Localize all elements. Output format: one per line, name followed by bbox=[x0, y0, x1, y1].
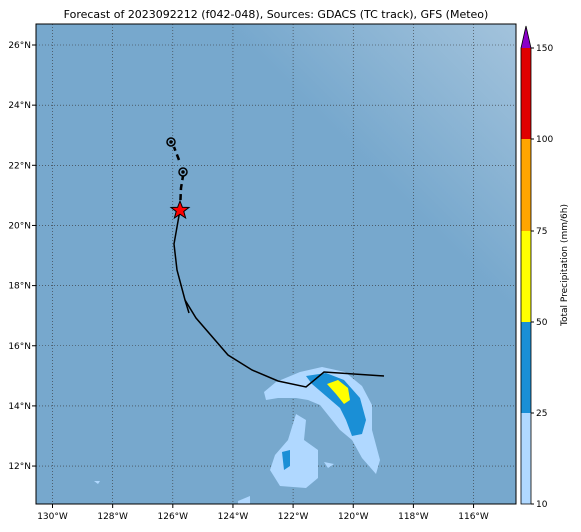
colorbar-label: Total Precipitation (mm/6h) bbox=[560, 204, 570, 327]
colorbar-tick-label: 10 bbox=[536, 500, 548, 510]
map-background bbox=[36, 24, 516, 504]
colorbar-tick-label: 100 bbox=[536, 135, 553, 145]
colorbar bbox=[520, 25, 532, 505]
lat-label: 24°N bbox=[8, 101, 31, 111]
lon-label: 126°W bbox=[158, 512, 189, 522]
colorbar-tick-label: 150 bbox=[536, 44, 553, 54]
precipitation bbox=[94, 367, 380, 504]
lon-label: 130°W bbox=[37, 512, 68, 522]
storm-track bbox=[166, 137, 385, 388]
map-title: Forecast of 2023092212 (f042-048), Sourc… bbox=[64, 8, 489, 21]
lat-label: 26°N bbox=[8, 41, 31, 51]
lon-label: 122°W bbox=[278, 512, 309, 522]
lon-label: 118°W bbox=[398, 512, 429, 522]
lat-label: 16°N bbox=[8, 342, 31, 352]
colorbar-tick-label: 75 bbox=[536, 227, 547, 237]
lat-label: 12°N bbox=[8, 462, 31, 472]
colorbar-ticks: 10 25 50 75 100 150 bbox=[531, 44, 553, 510]
storm-position bbox=[169, 199, 191, 220]
lon-label: 116°W bbox=[458, 512, 489, 522]
lat-label: 22°N bbox=[8, 161, 31, 171]
lat-label: 14°N bbox=[8, 402, 31, 412]
colorbar-tick-label: 50 bbox=[536, 318, 548, 328]
colorbar-tick-label: 25 bbox=[536, 409, 547, 419]
map-frame bbox=[35, 23, 517, 505]
lon-label: 124°W bbox=[218, 512, 249, 522]
lat-label: 18°N bbox=[8, 282, 31, 292]
lon-label: 120°W bbox=[338, 512, 369, 522]
lat-label: 20°N bbox=[8, 221, 31, 231]
lon-label: 128°W bbox=[97, 512, 128, 522]
